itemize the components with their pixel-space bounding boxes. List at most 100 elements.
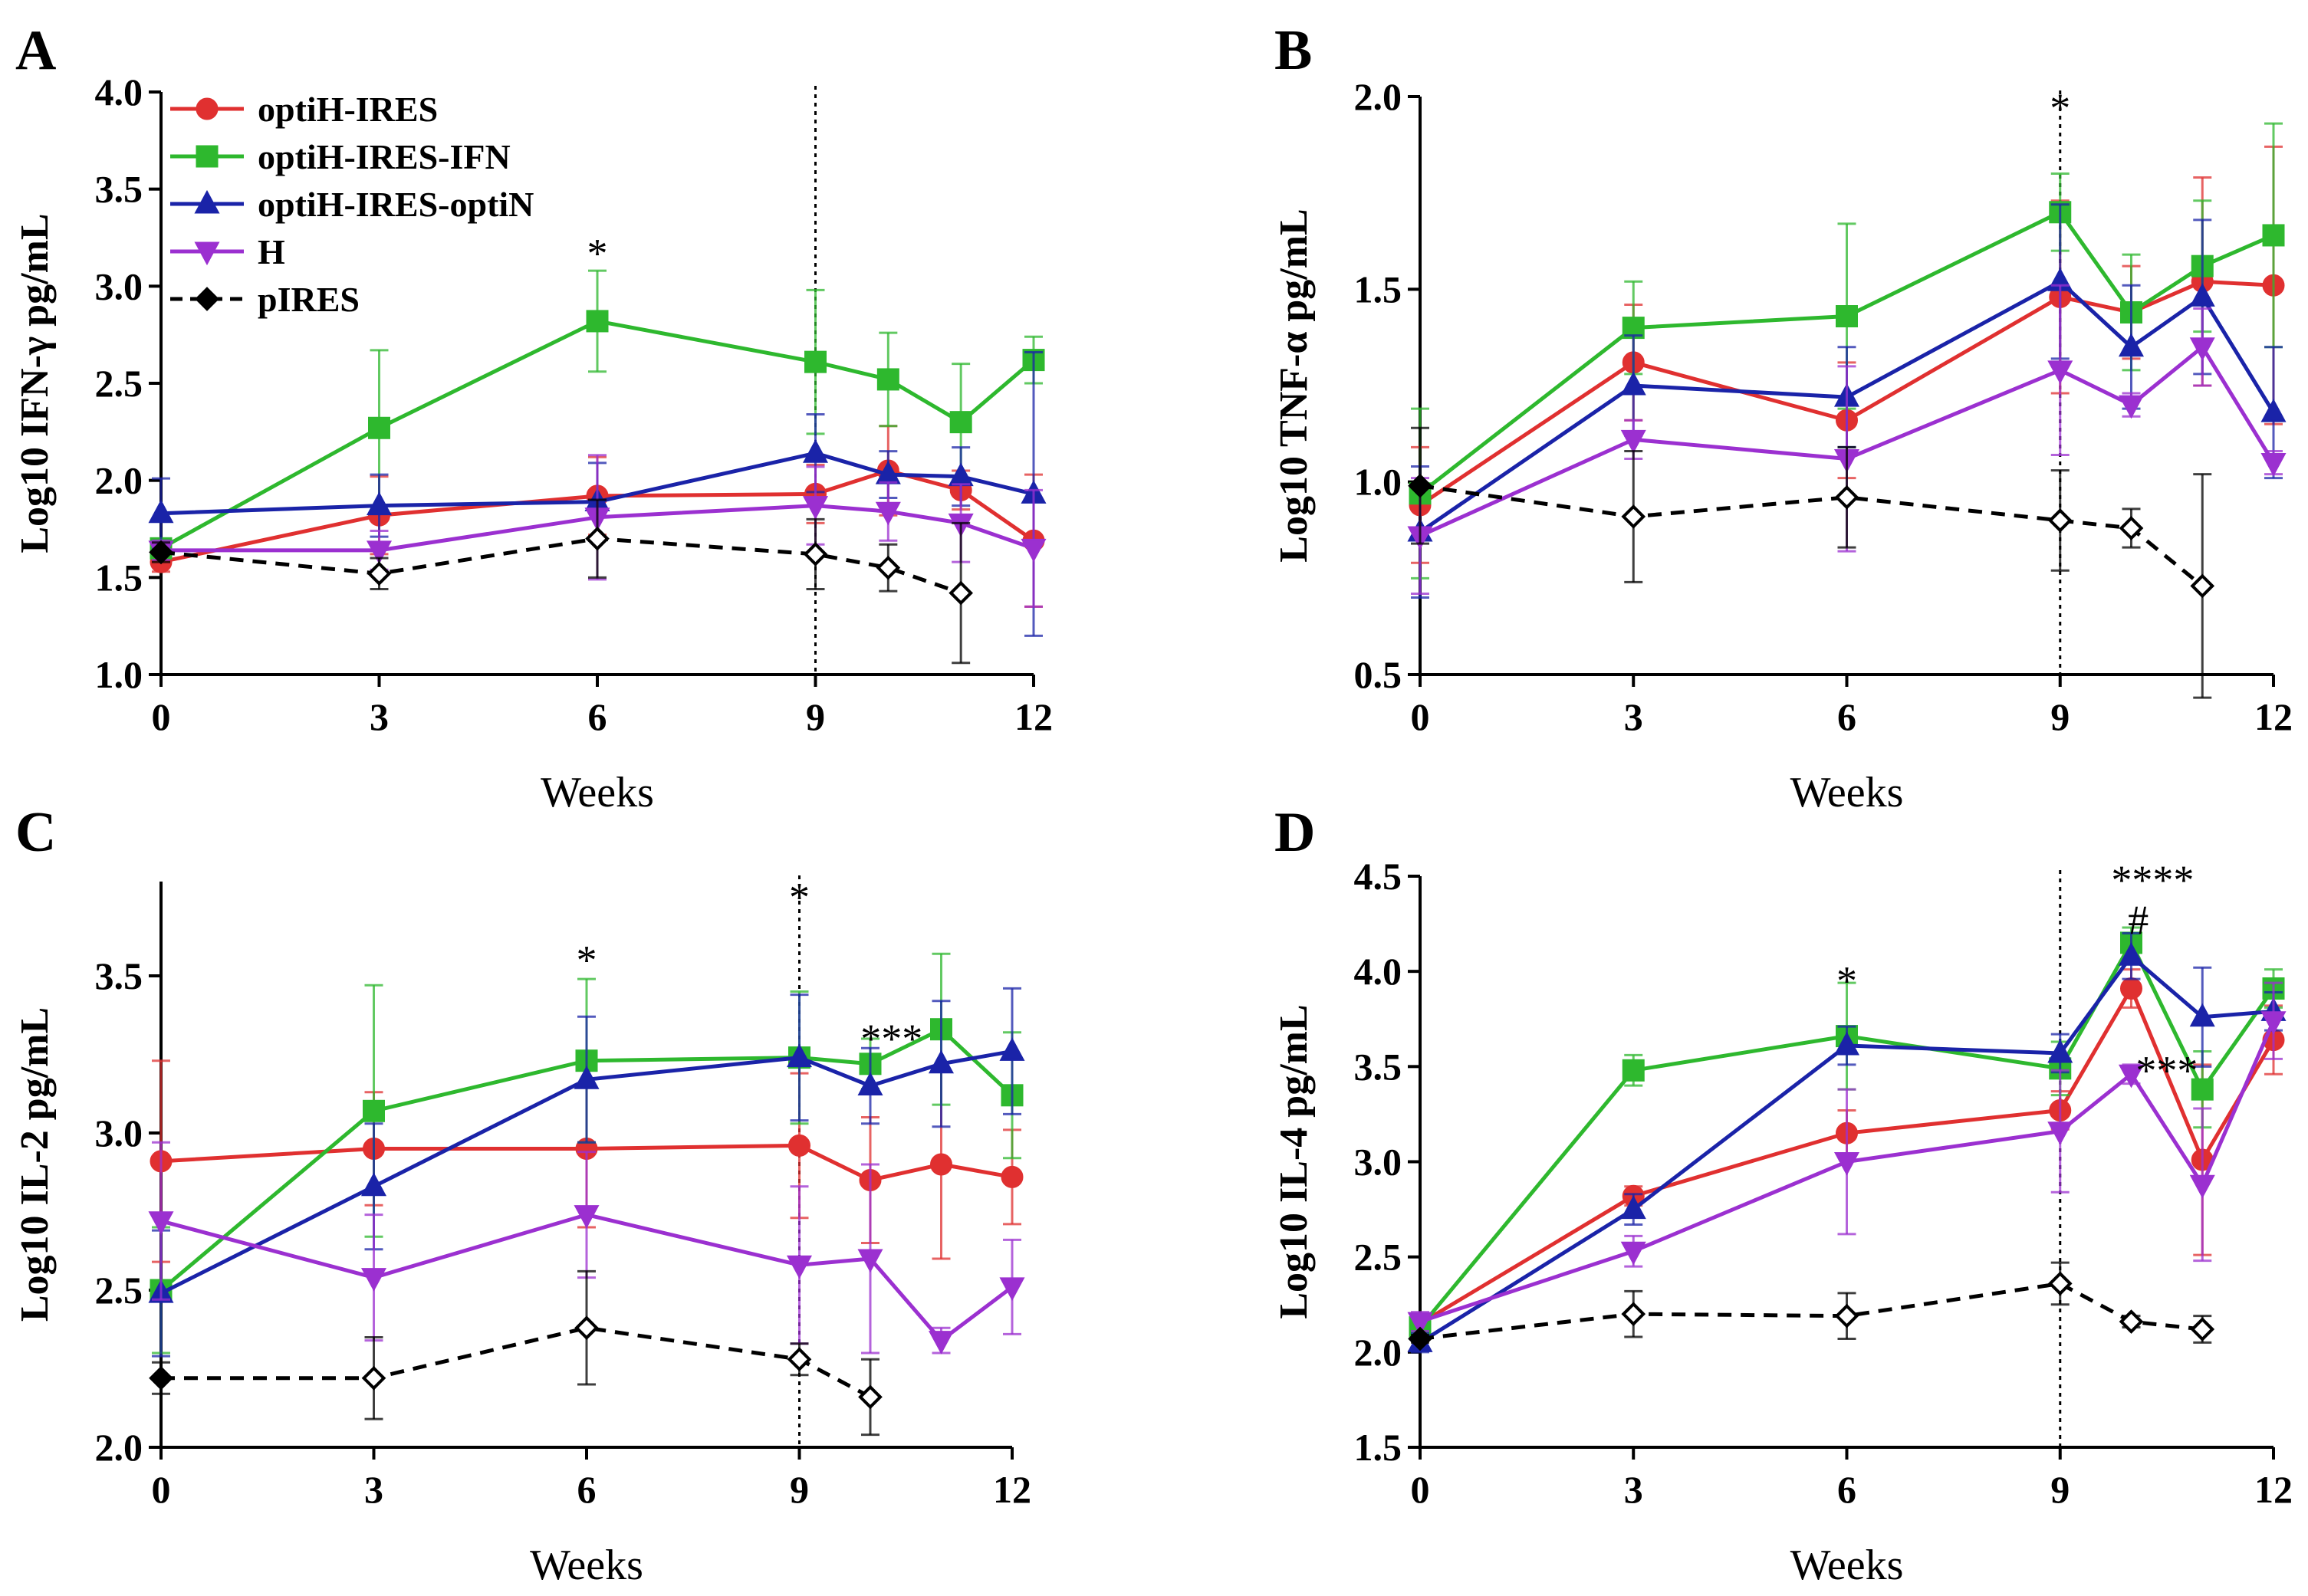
significance-annotation: * [577,938,597,984]
series-pires [1408,426,2215,699]
y-tick-label: 3.5 [95,954,143,997]
data-point [2260,1011,2287,1035]
data-point [1836,305,1858,328]
data-point [2191,1078,2214,1101]
data-point [857,1072,883,1095]
y-tick-label: 2.0 [1354,75,1402,118]
data-point [802,496,829,520]
significance-annotation: * [789,875,810,921]
data-point [363,1099,385,1122]
panel-B: B 0.5 1.0 1.5 2.0 0 3 6 9 12 Weeks Log10 TNF-α pg/m… [1272,19,2293,816]
x-tick-label: 0 [152,695,171,738]
data-point [1620,371,1646,396]
x-tick-label: 9 [2050,1468,2070,1511]
y-tick-label: 2.0 [1354,1331,1402,1374]
data-point [2119,1309,2144,1334]
y-tick-label: 0.5 [1354,653,1402,696]
data-point [1621,504,1646,529]
y-tick-label: 3.0 [1354,1141,1402,1184]
legend-label: H [258,232,285,271]
data-point [875,501,901,526]
panel-D: D 1.5 2.0 2.5 3.0 3.5 4.0 4.5 0 3 6 9 12 Weeks Log10 I… [1272,801,2293,1589]
diamond-icon [195,287,219,311]
data-point [1620,1195,1646,1220]
data-point [361,1365,386,1391]
legend-label: optiH-IRES-IFN [258,137,511,176]
legend-label: optiH-IRES [258,90,438,129]
panel-letter: D [1274,801,1315,864]
y-tick-label: 4.0 [95,71,143,113]
data-point [2260,399,2287,422]
data-point [586,310,609,333]
data-point [1621,1302,1646,1326]
data-point [930,1153,952,1176]
x-axis-title: Weeks [541,769,654,816]
x-tick-label: 3 [370,695,389,738]
data-point [858,1384,883,1410]
y-tick-label: 2.5 [95,1269,143,1312]
data-point [1834,1303,1859,1328]
y-tick-label: 3.5 [95,168,143,211]
x-tick-label: 6 [1837,1468,1856,1511]
data-point [949,411,972,434]
data-point [788,1134,810,1157]
x-tick-label: 9 [790,1468,809,1511]
data-point [999,1037,1025,1061]
data-point [1833,1031,1860,1056]
y-tick-label: 2.5 [95,362,143,405]
x-tick-label: 3 [1624,695,1643,738]
triangle-up-icon [194,189,220,214]
data-point [2190,1317,2215,1341]
y-tick-label: 1.0 [95,653,143,696]
panel-letter: B [1274,19,1312,82]
panel-C: C 2.0 2.5 3.0 3.5 0 3 6 9 12 Weeks Log10 IL-2 pg/mL… [13,801,1031,1589]
x-tick-label: 12 [1014,695,1053,738]
x-axis-title: Weeks [1790,769,1904,816]
y-axis-title: Log10 IL-2 pg/mL [13,1007,57,1322]
x-tick-label: 9 [806,695,825,738]
y-tick-label: 1.5 [1354,268,1402,310]
data-point [786,1043,813,1068]
legend-entry: optiH-IRES-IFN [170,137,511,176]
data-point [857,1249,883,1273]
data-point [2120,977,2142,1000]
y-tick-label: 4.0 [1354,950,1402,993]
series-pires [1408,1261,2215,1351]
series-h [1407,981,2287,1336]
y-tick-label: 1.0 [1354,461,1402,504]
data-point [149,1365,173,1391]
data-point [876,368,899,391]
data-point [574,1315,599,1341]
x-tick-label: 3 [1624,1468,1643,1511]
x-tick-label: 6 [588,695,607,738]
data-point [876,555,901,580]
x-axis-title: Weeks [1790,1542,1904,1589]
data-point [2047,1121,2073,1145]
data-point [574,1205,600,1229]
x-tick-label: 9 [2050,695,2070,738]
x-tick-label: 6 [1837,695,1856,738]
y-tick-label: 3.5 [1354,1045,1402,1088]
data-point [928,1331,955,1355]
x-tick-label: 12 [2254,1468,2293,1511]
data-point [949,580,973,606]
y-tick-label: 3.0 [95,264,143,307]
data-point [360,1268,387,1292]
x-axis-title: Weeks [530,1542,643,1589]
significance-annotation: *** [2135,1047,2198,1093]
panel-letter: A [15,19,56,82]
data-point [802,439,829,463]
x-tick-label: 12 [993,1468,1031,1511]
y-axis-title: Log10 TNF-α pg/mL [1272,209,1316,562]
data-point [999,1277,1025,1302]
x-tick-label: 6 [577,1468,597,1511]
data-point [2047,1039,2073,1063]
y-tick-label: 1.5 [95,556,143,599]
legend-entry: pIRES [170,280,360,319]
data-point [2190,573,2215,599]
legend-label: pIRES [258,280,360,319]
data-point [1620,1241,1646,1266]
data-point [1001,1165,1024,1188]
significance-annotation: *** [860,1016,922,1062]
